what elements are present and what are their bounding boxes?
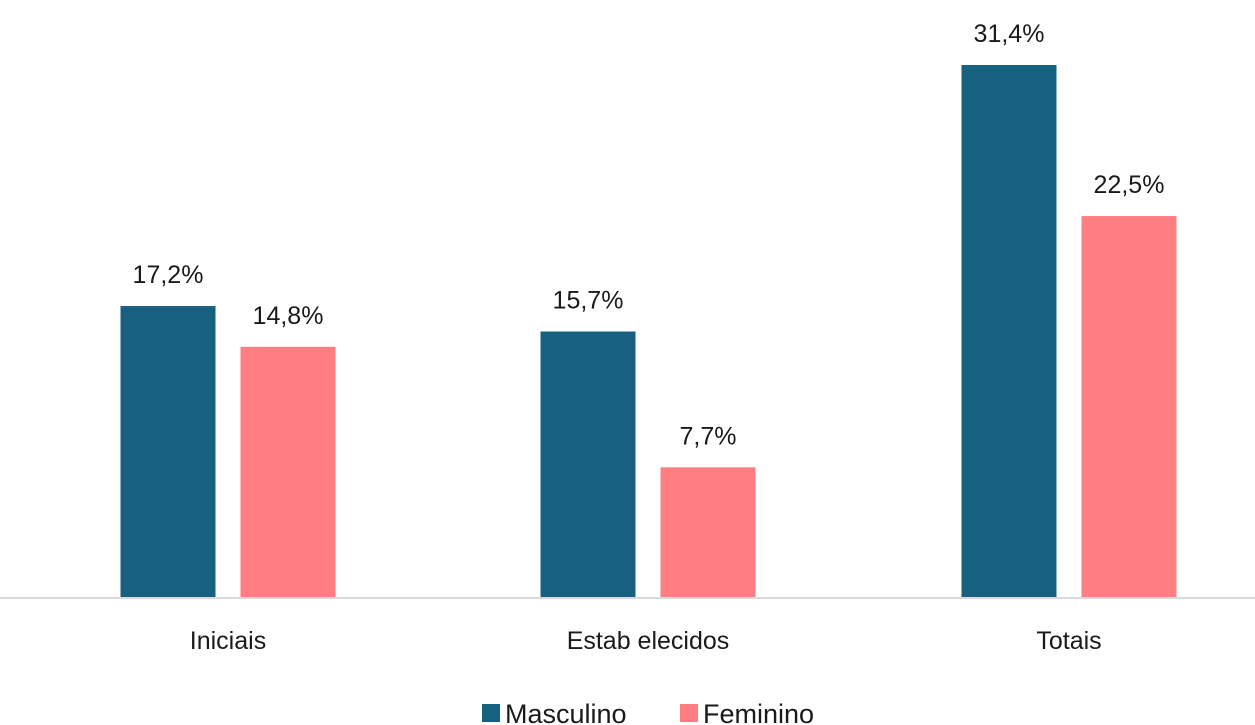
category-label-2: Estab elecidos <box>567 627 730 655</box>
category-label-1: Iniciais <box>190 627 266 655</box>
bar-feminino-3 <box>1081 216 1177 598</box>
legend: Masculino Feminino <box>482 699 814 725</box>
bar-masculino-2 <box>540 331 636 598</box>
legend-label-masculino: Masculino <box>505 699 627 725</box>
data-label-masculino-1: 17,2% <box>133 261 204 289</box>
category-label-3: Totais <box>1036 627 1101 655</box>
bar-masculino-3 <box>961 65 1057 598</box>
legend-label-feminino: Feminino <box>703 699 814 725</box>
legend-swatch-masculino <box>482 704 500 722</box>
data-label-feminino-1: 14,8% <box>253 302 324 330</box>
data-label-masculino-2: 15,7% <box>553 287 624 315</box>
data-label-feminino-3: 22,5% <box>1094 171 1165 199</box>
data-labels-layer: 17,2% 14,8% 15,7% 7,7% 31,4% 22,5% <box>133 20 1165 450</box>
bar-feminino-2 <box>660 467 756 598</box>
category-labels-layer: Iniciais Estab elecidos Totais <box>190 627 1102 655</box>
legend-swatch-feminino <box>680 704 698 722</box>
data-label-feminino-2: 7,7% <box>680 422 737 450</box>
bars-layer <box>120 65 1177 598</box>
bar-feminino-1 <box>240 346 336 598</box>
data-label-masculino-3: 31,4% <box>974 20 1045 48</box>
bar-masculino-1 <box>120 306 216 598</box>
